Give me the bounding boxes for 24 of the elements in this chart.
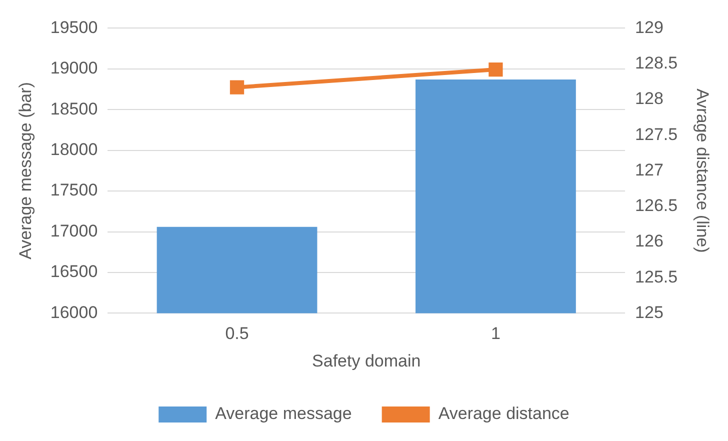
x-tick-label: 0.5 — [225, 324, 249, 344]
y-tick-label: 16500 — [50, 262, 98, 282]
y2-tick-label: 127.5 — [635, 124, 678, 144]
y-tick-label: 17000 — [50, 221, 98, 240]
x-axis-title: Safety domain — [312, 351, 421, 370]
y2-tick-label: 125 — [635, 302, 664, 322]
y-tick-label: 17500 — [50, 180, 98, 200]
y-axis-title: Average message (bar) — [16, 82, 35, 260]
y-tick-label: 16000 — [50, 302, 98, 322]
y2-tick-label: 126.5 — [635, 196, 678, 216]
y2-tick-label: 128.5 — [635, 54, 678, 73]
y2-tick-label: 126 — [635, 232, 664, 251]
y2-tick-label: 129 — [635, 18, 664, 37]
y2-tick-label: 127 — [635, 160, 664, 180]
y2-tick-label: 125.5 — [635, 267, 678, 286]
y-tick-label: 19500 — [50, 18, 98, 37]
y2-tick-label: 128 — [635, 89, 664, 108]
y2-axis-title: Avrage distance (line) — [693, 88, 712, 253]
legend-label: Average message — [215, 404, 352, 424]
y-tick-label: 19000 — [50, 58, 98, 78]
y-tick-label: 18500 — [50, 99, 98, 118]
legend-label: Average distance — [438, 404, 570, 424]
y-tick-label: 18000 — [50, 140, 98, 160]
x-tick-label: 1 — [490, 324, 500, 344]
